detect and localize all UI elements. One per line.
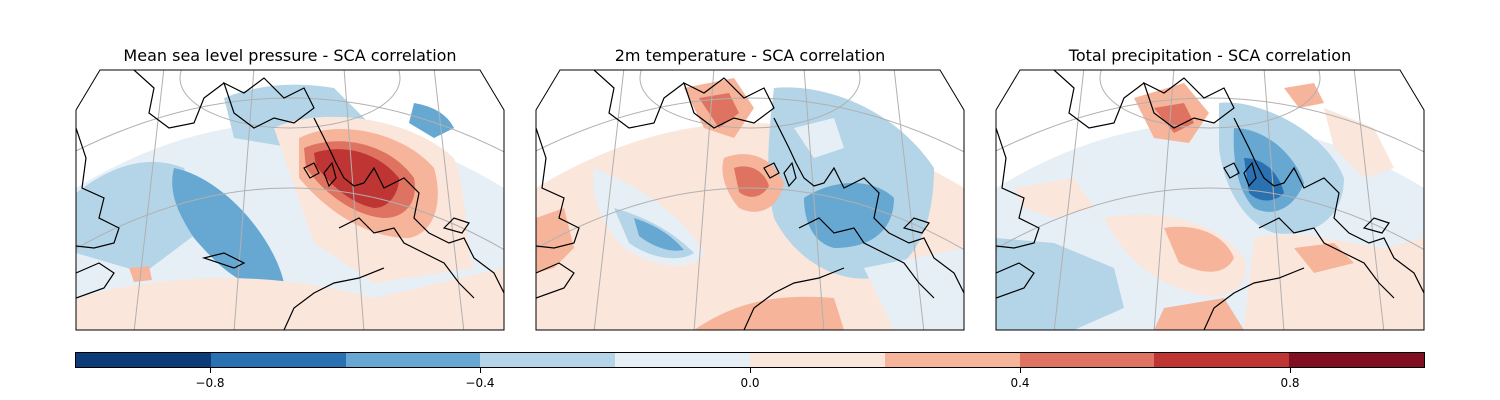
panel-title: Total precipitation - SCA correlation (1068, 46, 1352, 65)
map-msl (75, 69, 505, 331)
colorbar-segment (884, 353, 1020, 367)
coastline (536, 70, 964, 330)
colorbar-tick-label: −0.8 (195, 376, 225, 390)
colorbar-segment (345, 353, 481, 367)
coastline (76, 70, 504, 330)
coastline (996, 70, 1424, 330)
colorbar-segment (1289, 353, 1424, 367)
colorbar-tick (750, 368, 751, 373)
colorbar-tick-label: 0.4 (1010, 376, 1030, 390)
colorbar-segment (1154, 353, 1290, 367)
colorbar-segment (480, 353, 616, 367)
panel-tp: Total precipitation - SCA correlation (994, 0, 1426, 340)
colorbar-segment (615, 353, 750, 367)
map-tp (995, 69, 1425, 331)
colorbar-tick (210, 368, 211, 373)
colorbar-tick (1020, 368, 1021, 373)
panel-title: Mean sea level pressure - SCA correlatio… (123, 46, 457, 65)
colorbar-segment (210, 353, 346, 367)
map-frame (75, 69, 505, 331)
panel-t2m: 2m temperature - SCA correlation (534, 0, 966, 340)
colorbar-tick (1290, 368, 1291, 373)
colorbar-tick (480, 368, 481, 373)
panel-title: 2m temperature - SCA correlation (614, 46, 886, 65)
map-frame (535, 69, 965, 331)
colorbar-tick-label: 0.0 (740, 376, 760, 390)
map-t2m (535, 69, 965, 331)
colorbar-segment (749, 353, 885, 367)
colorbar-tick-label: −0.4 (465, 376, 495, 390)
colorbar-tick-label: 0.8 (1280, 376, 1300, 390)
colorbar-segment (76, 353, 211, 367)
colorbar-segment (1019, 353, 1155, 367)
colorbar (75, 352, 1425, 368)
map-frame (995, 69, 1425, 331)
panel-msl: Mean sea level pressure - SCA correlatio… (74, 0, 506, 340)
